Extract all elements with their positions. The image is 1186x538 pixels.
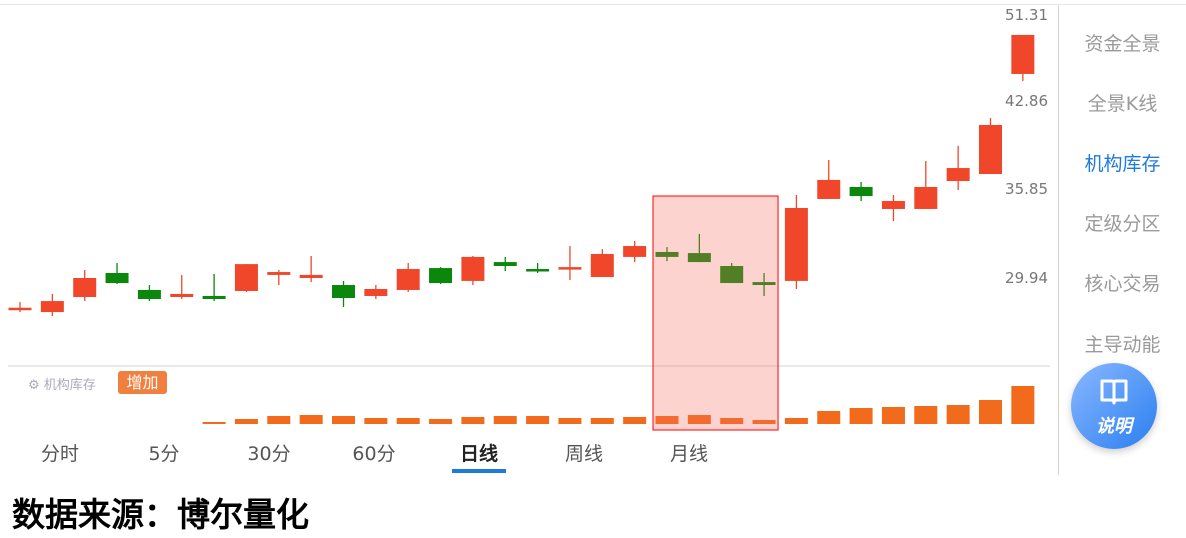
sidebar-item-institutional-inventory[interactable]: 机构库存 — [1084, 153, 1161, 175]
candle-body — [40, 301, 64, 313]
indicator-label[interactable]: ⚙ 机构库存 — [28, 374, 96, 393]
inventory-bar — [849, 408, 873, 424]
inventory-bar — [590, 418, 614, 424]
tab-weekly[interactable]: 周线 — [564, 443, 604, 465]
indicator-badge: 增加 — [118, 371, 167, 394]
highlight-region — [652, 195, 779, 431]
candle-body — [979, 124, 1002, 175]
sidebar-item-core-trading[interactable]: 核心交易 — [1084, 273, 1161, 295]
candle-body — [137, 289, 161, 300]
inventory-bar — [202, 422, 226, 424]
candle-body — [720, 266, 744, 284]
candle-body — [590, 253, 614, 278]
inventory-bar — [720, 418, 744, 424]
inventory-bar — [752, 420, 776, 424]
book-icon — [1100, 379, 1128, 405]
inventory-bar — [493, 416, 517, 424]
candle-body — [946, 168, 970, 181]
inventory-bar — [396, 418, 420, 424]
help-button[interactable]: 说明 — [1071, 363, 1157, 449]
candle-body — [849, 186, 873, 197]
tab-5min[interactable]: 5分 — [148, 443, 180, 465]
candle-body — [881, 201, 905, 209]
gear-icon: ⚙ — [28, 378, 40, 393]
inventory-bar — [914, 406, 938, 424]
inventory-bar — [299, 415, 323, 424]
indicator-name: 机构库存 — [43, 378, 96, 393]
inventory-bar — [429, 419, 453, 424]
inventory-bar — [655, 416, 679, 424]
inventory-bar — [526, 416, 550, 424]
sidebar-divider — [1058, 5, 1059, 475]
candle-body — [752, 282, 776, 286]
candle-body — [817, 179, 841, 199]
candle-body — [234, 264, 258, 291]
inventory-bar — [267, 416, 291, 424]
sidebar-item-grading-zone[interactable]: 定级分区 — [1084, 213, 1161, 235]
candle-body — [170, 293, 194, 297]
tab-60min[interactable]: 60分 — [352, 443, 396, 465]
candle-body — [493, 262, 517, 267]
inventory-bar — [881, 407, 905, 424]
tab-30min[interactable]: 30分 — [247, 443, 291, 465]
y-tick-label: 51.31 — [1005, 6, 1048, 24]
candle-body — [655, 251, 679, 257]
inventory-bar — [364, 418, 388, 424]
candle-body — [526, 269, 550, 272]
candle-body — [299, 274, 323, 278]
candle-body — [396, 269, 420, 290]
top-divider — [0, 4, 1186, 5]
candle-body — [267, 272, 291, 275]
inventory-bar — [979, 400, 1002, 424]
candle-body — [914, 186, 938, 209]
active-tab-underline — [452, 469, 506, 473]
sidebar-item-fund-overview[interactable]: 资金全景 — [1084, 33, 1161, 55]
candle-body — [105, 273, 129, 284]
candlestick-chart[interactable] — [0, 0, 1058, 435]
candle-body — [332, 285, 355, 299]
candle-body — [623, 246, 647, 257]
candle-body — [1011, 34, 1035, 74]
sidebar-item-panorama-kline[interactable]: 全景K线 — [1087, 93, 1158, 115]
candle-body — [461, 256, 485, 281]
y-tick-label: 29.94 — [1005, 269, 1048, 287]
candle-body — [784, 207, 808, 281]
candle-body — [73, 278, 97, 297]
candle-body — [558, 267, 582, 270]
inventory-bar — [1011, 386, 1035, 424]
inventory-bar — [332, 416, 355, 424]
inventory-bar — [687, 415, 711, 424]
data-source-caption: 数据来源：博尔量化 — [12, 495, 309, 534]
tab-intraday[interactable]: 分时 — [40, 443, 80, 465]
candle-body — [364, 288, 388, 296]
sidebar-item-leading-momentum[interactable]: 主导动能 — [1084, 334, 1161, 356]
inventory-bar — [623, 417, 647, 424]
inventory-bar — [558, 418, 582, 424]
candle-body — [202, 295, 226, 300]
y-tick-label: 42.86 — [1005, 92, 1048, 110]
inventory-bar — [461, 417, 485, 424]
inventory-bar — [784, 418, 808, 424]
inventory-bar — [817, 411, 841, 424]
tab-daily[interactable]: 日线 — [459, 443, 499, 465]
tab-monthly[interactable]: 月线 — [669, 443, 709, 465]
inventory-bar — [234, 419, 258, 424]
help-label: 说明 — [1096, 416, 1132, 437]
candle-body — [8, 307, 32, 311]
candle-body — [687, 253, 711, 263]
inventory-bar — [946, 405, 970, 424]
candle-body — [429, 268, 453, 284]
y-tick-label: 35.85 — [1005, 180, 1048, 198]
